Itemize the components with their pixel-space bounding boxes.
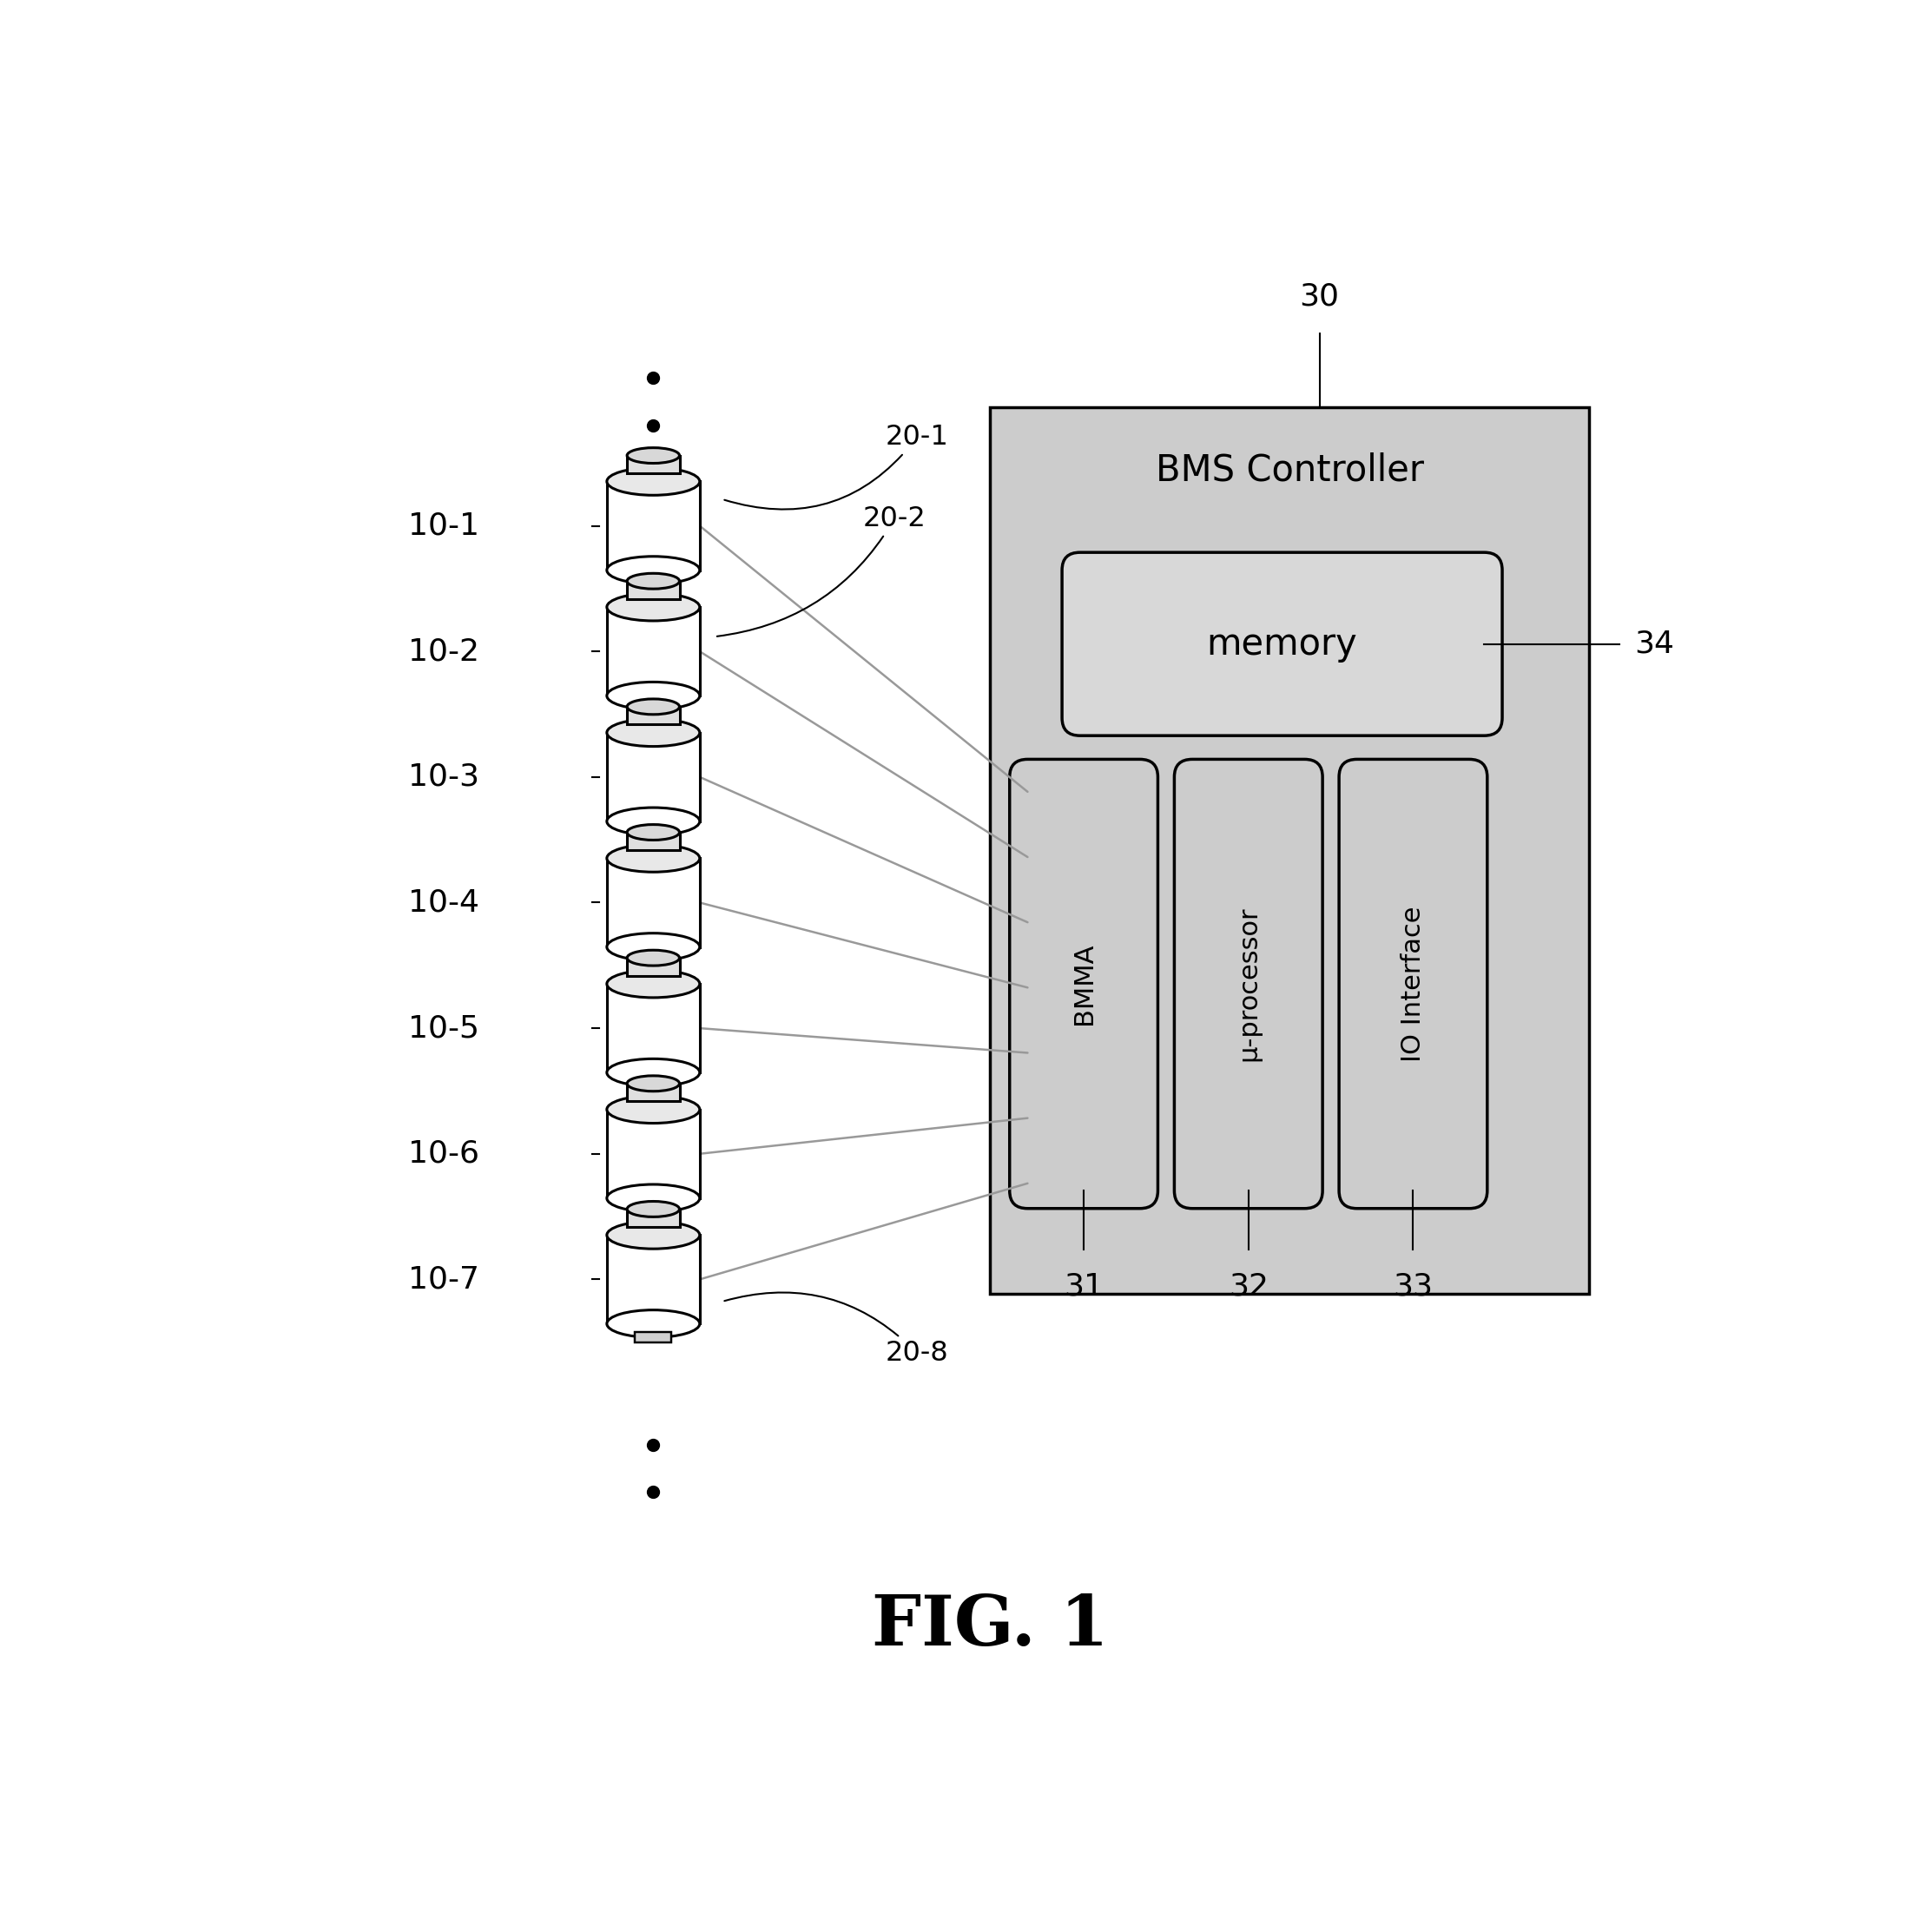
Ellipse shape	[628, 1077, 680, 1092]
Bar	[607, 606, 699, 697]
FancyBboxPatch shape	[1339, 760, 1488, 1209]
Bar	[636, 578, 672, 589]
Bar	[636, 1080, 672, 1092]
Ellipse shape	[607, 971, 699, 998]
Bar	[628, 581, 680, 599]
Text: 30: 30	[1300, 282, 1339, 311]
Ellipse shape	[628, 447, 680, 462]
Bar	[628, 706, 680, 725]
Bar	[628, 455, 680, 474]
Bar	[628, 958, 680, 975]
Bar	[636, 829, 672, 841]
Ellipse shape	[607, 1311, 699, 1338]
Ellipse shape	[628, 950, 680, 965]
Text: IO Interface: IO Interface	[1401, 906, 1426, 1061]
Ellipse shape	[628, 1201, 680, 1217]
Ellipse shape	[607, 593, 699, 622]
Bar	[636, 956, 672, 965]
Ellipse shape	[607, 1220, 699, 1249]
Text: memory: memory	[1208, 626, 1358, 662]
Text: 10-1: 10-1	[408, 510, 479, 541]
Ellipse shape	[628, 825, 680, 841]
Text: 20-2: 20-2	[717, 505, 925, 637]
Text: 10-7: 10-7	[408, 1265, 479, 1293]
Text: BMMA: BMMA	[1070, 942, 1095, 1025]
FancyBboxPatch shape	[1010, 760, 1157, 1209]
Ellipse shape	[607, 557, 699, 583]
Ellipse shape	[628, 699, 680, 714]
Text: 20-8: 20-8	[724, 1293, 949, 1366]
Text: 33: 33	[1393, 1272, 1434, 1301]
Ellipse shape	[628, 574, 680, 589]
Text: FIG. 1: FIG. 1	[871, 1593, 1109, 1660]
Ellipse shape	[607, 1059, 699, 1086]
Text: BMS Controller: BMS Controller	[1155, 453, 1424, 489]
Bar	[636, 704, 672, 714]
Bar	[636, 1207, 672, 1217]
Bar	[607, 1109, 699, 1197]
Bar	[636, 1332, 672, 1343]
Text: μ-processor: μ-processor	[1236, 906, 1262, 1061]
Bar	[607, 984, 699, 1073]
Ellipse shape	[607, 933, 699, 961]
Bar	[628, 1209, 680, 1226]
Text: 10-5: 10-5	[408, 1013, 479, 1042]
Bar	[607, 858, 699, 946]
Ellipse shape	[607, 1096, 699, 1123]
Ellipse shape	[607, 1184, 699, 1213]
Ellipse shape	[607, 681, 699, 710]
Text: 10-6: 10-6	[408, 1140, 479, 1169]
Ellipse shape	[607, 468, 699, 495]
Text: 31: 31	[1065, 1272, 1103, 1301]
Bar	[607, 1236, 699, 1324]
Ellipse shape	[607, 844, 699, 871]
Ellipse shape	[607, 720, 699, 746]
FancyBboxPatch shape	[1175, 760, 1323, 1209]
Bar	[991, 407, 1588, 1293]
Text: 34: 34	[1634, 629, 1673, 658]
Text: 32: 32	[1229, 1272, 1269, 1301]
Text: 10-4: 10-4	[408, 888, 479, 917]
FancyBboxPatch shape	[1063, 553, 1503, 735]
Text: 10-2: 10-2	[408, 637, 479, 666]
Bar	[607, 482, 699, 570]
Text: 20-1: 20-1	[724, 424, 949, 509]
Bar	[628, 1084, 680, 1102]
Bar	[607, 733, 699, 821]
Bar	[628, 833, 680, 850]
Text: 10-3: 10-3	[408, 762, 479, 793]
Ellipse shape	[607, 808, 699, 835]
